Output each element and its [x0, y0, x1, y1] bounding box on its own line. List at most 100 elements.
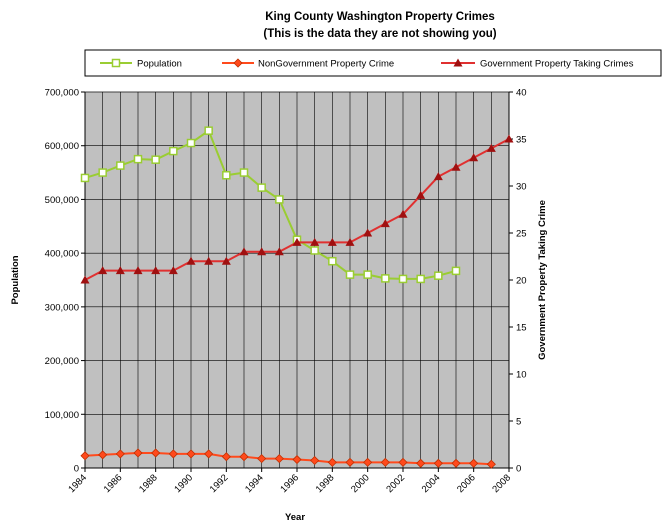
- data-point-population: [381, 274, 390, 283]
- y-left-tick-label: 400,000: [45, 249, 79, 260]
- data-point-nongovernment-property-crime: [257, 454, 267, 464]
- y-right-tick-label: 30: [516, 182, 527, 193]
- x-axis-title: Year: [285, 512, 305, 523]
- data-point-nongovernment-property-crime: [416, 458, 426, 468]
- data-point-nongovernment-property-crime: [151, 448, 161, 458]
- legend-label-population: Population: [137, 59, 182, 70]
- x-tick-label: 1994: [243, 472, 266, 495]
- data-point-government-property-taking-crimes: [80, 275, 90, 284]
- data-point-government-property-taking-crimes: [115, 266, 125, 275]
- data-point-nongovernment-property-crime: [204, 449, 214, 459]
- data-point-nongovernment-property-crime: [345, 457, 355, 467]
- data-point-population: [98, 168, 107, 177]
- data-point-population: [151, 155, 160, 164]
- y-right-tick-label: 25: [516, 229, 527, 240]
- data-point-population: [434, 271, 443, 280]
- data-point-nongovernment-property-crime: [486, 459, 496, 469]
- data-point-nongovernment-property-crime: [98, 450, 108, 460]
- data-point-government-property-taking-crimes: [151, 266, 161, 275]
- y-right-tick-label: 35: [516, 135, 527, 146]
- data-point-population: [310, 246, 319, 255]
- data-point-nongovernment-property-crime: [274, 454, 284, 464]
- x-tick-label: 2006: [455, 472, 478, 495]
- data-point-government-property-taking-crimes: [310, 237, 320, 246]
- legend-marker-nongovernment: [233, 58, 243, 68]
- data-point-government-property-taking-crimes: [168, 266, 178, 275]
- y-axis-left-title: Population: [10, 255, 21, 304]
- x-tick-label: 1998: [314, 472, 337, 495]
- data-point-population: [345, 270, 355, 279]
- data-point-government-property-taking-crimes: [133, 266, 143, 275]
- data-point-government-property-taking-crimes: [398, 209, 408, 218]
- x-tick-label: 1986: [102, 472, 125, 495]
- y-left-tick-label: 600,000: [45, 141, 79, 152]
- y-left-tick-label: 200,000: [45, 356, 79, 367]
- data-point-population: [451, 266, 461, 276]
- x-tick-label: 1992: [208, 472, 231, 495]
- data-point-nongovernment-property-crime: [133, 448, 143, 458]
- y-left-tick-label: 0: [74, 464, 79, 475]
- series-line-population: [84, 129, 457, 280]
- data-point-population: [186, 138, 196, 148]
- x-tick-label: 2000: [349, 472, 372, 495]
- x-tick-label: 1988: [137, 472, 160, 495]
- data-point-nongovernment-property-crime: [310, 455, 320, 466]
- data-point-population: [169, 146, 178, 156]
- data-point-government-property-taking-crimes: [98, 266, 108, 275]
- legend-marker-government: [453, 58, 463, 67]
- legend-entry-population: Population: [100, 59, 182, 70]
- data-point-population: [398, 274, 408, 284]
- data-point-population: [275, 195, 284, 204]
- data-point-population: [133, 154, 143, 164]
- legend-entry-government: Government Property Taking Crimes: [441, 58, 634, 70]
- data-point-population: [116, 161, 125, 170]
- data-point-population: [257, 183, 266, 192]
- data-point-nongovernment-property-crime: [292, 454, 302, 465]
- x-tick-label: 1996: [278, 472, 301, 495]
- data-point-government-property-taking-crimes: [469, 153, 479, 162]
- y-right-tick-label: 20: [516, 276, 527, 287]
- data-point-nongovernment-property-crime: [115, 449, 125, 459]
- data-point-government-property-taking-crimes: [257, 247, 267, 256]
- data-point-government-property-taking-crimes: [486, 143, 496, 152]
- data-point-nongovernment-property-crime: [221, 452, 231, 462]
- data-point-government-property-taking-crimes: [221, 256, 231, 265]
- y-axis-right-title: Government Property Taking Crime: [537, 200, 548, 360]
- data-point-population: [222, 171, 231, 180]
- chart-title: King County Washington Property Crimes: [265, 11, 495, 23]
- legend-label-nongovernment: NonGovernment Property Crime: [258, 59, 394, 70]
- y-right-tick-label: 15: [516, 323, 527, 334]
- data-point-population: [363, 270, 372, 279]
- y-right-tick-label: 0: [516, 464, 521, 475]
- gridlines: [84, 91, 510, 469]
- data-point-government-property-taking-crimes: [433, 172, 443, 181]
- x-tick-label: 1984: [66, 472, 89, 495]
- data-point-population: [204, 126, 213, 135]
- y-right-tick-label: 10: [516, 370, 527, 381]
- data-point-government-property-taking-crimes: [186, 256, 196, 265]
- data-point-nongovernment-property-crime: [186, 449, 196, 459]
- data-point-government-property-taking-crimes: [345, 237, 355, 246]
- x-tick-label: 2008: [490, 472, 513, 495]
- data-point-nongovernment-property-crime: [80, 451, 90, 461]
- series: [80, 126, 514, 469]
- data-point-government-property-taking-crimes: [327, 237, 337, 246]
- legend-label-government: Government Property Taking Crimes: [480, 59, 634, 70]
- data-point-nongovernment-property-crime: [433, 458, 443, 468]
- data-point-nongovernment-property-crime: [451, 458, 461, 468]
- data-point-government-property-taking-crimes: [416, 190, 426, 199]
- y-left-tick-label: 300,000: [45, 302, 79, 313]
- y-left-tick-label: 700,000: [45, 88, 79, 99]
- data-point-government-property-taking-crimes: [363, 228, 373, 237]
- data-point-population: [328, 256, 337, 266]
- data-point-population: [80, 173, 90, 183]
- data-point-nongovernment-property-crime: [363, 457, 373, 467]
- data-point-government-property-taking-crimes: [274, 247, 284, 256]
- data-point-government-property-taking-crimes: [292, 237, 302, 246]
- data-point-nongovernment-property-crime: [168, 449, 178, 459]
- data-point-government-property-taking-crimes: [239, 247, 249, 256]
- legend-box: [84, 49, 662, 77]
- y-right-tick-label: 40: [516, 88, 527, 99]
- data-point-nongovernment-property-crime: [469, 458, 479, 468]
